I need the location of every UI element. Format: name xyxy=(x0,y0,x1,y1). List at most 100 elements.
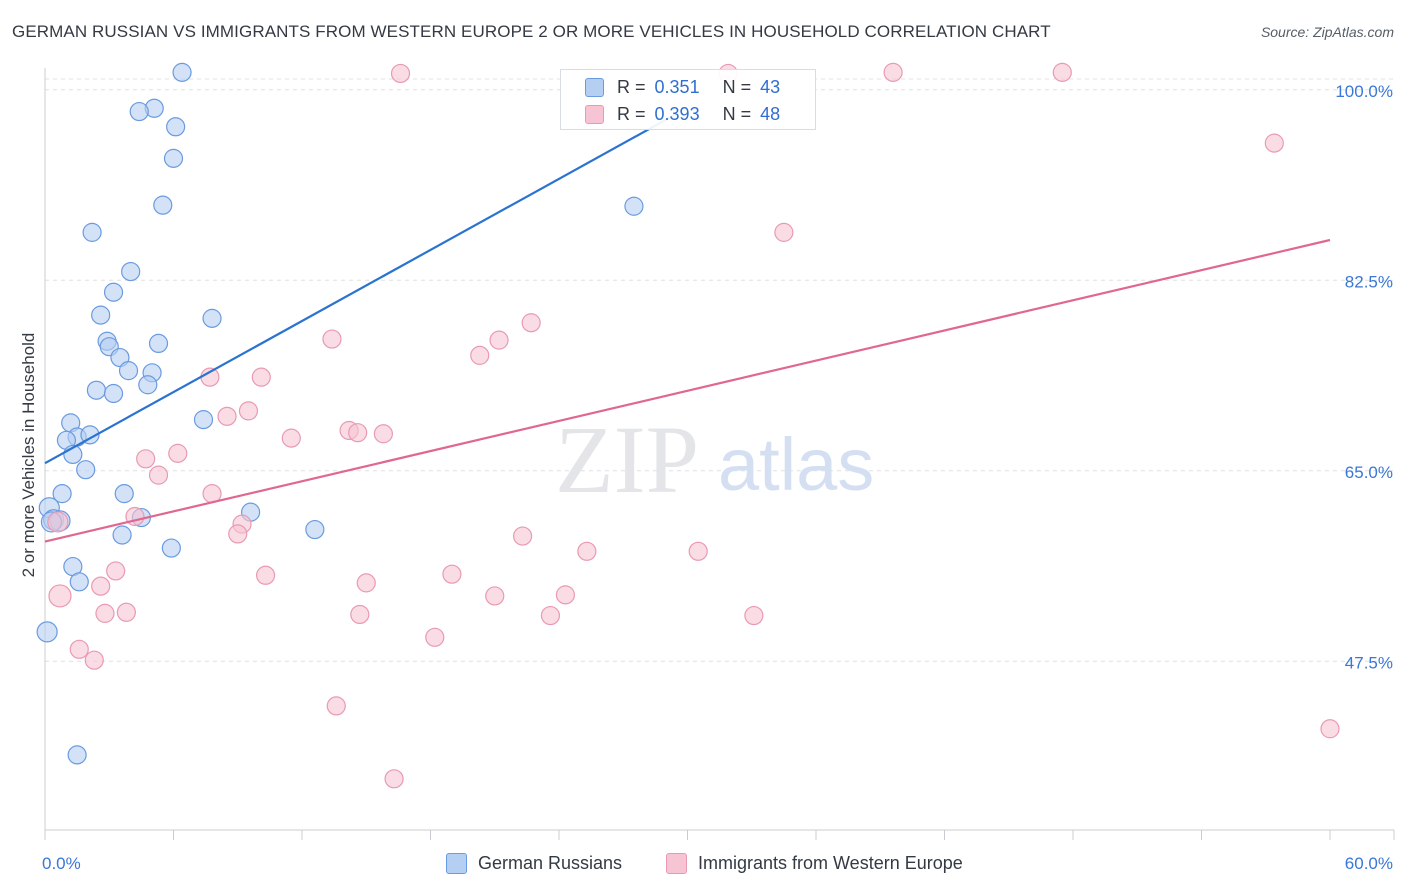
legend-r-value: 0.351 xyxy=(654,77,700,97)
legend-swatch-pink xyxy=(666,853,687,874)
data-point-german-russians xyxy=(148,333,169,354)
data-point-german-russians xyxy=(153,195,173,215)
data-point-immigrants-western-europe xyxy=(116,602,136,622)
data-point-immigrants-western-europe xyxy=(489,330,509,350)
watermark-zip: ZIP xyxy=(555,406,699,513)
data-point-immigrants-western-europe xyxy=(540,605,561,626)
data-point-immigrants-western-europe xyxy=(1264,133,1284,153)
legend-n-value: 48 xyxy=(760,104,781,124)
y-axis-label: 2 or more Vehicles in Household xyxy=(19,333,38,578)
data-point-immigrants-western-europe xyxy=(883,62,903,82)
data-point-german-russians xyxy=(86,380,107,400)
data-point-german-russians xyxy=(138,375,158,395)
x-tick-label: 0.0% xyxy=(42,854,81,873)
data-point-immigrants-western-europe xyxy=(774,222,794,242)
trend-line-immigrants-western-europe xyxy=(44,238,1331,543)
data-point-immigrants-western-europe xyxy=(425,627,445,647)
correlation-legend: R = 0.351 N = 43 R = 0.393 N = 48 xyxy=(560,69,816,130)
data-point-german-russians xyxy=(114,484,134,504)
data-point-german-russians xyxy=(624,196,644,216)
legend-swatch-pink xyxy=(585,105,604,124)
data-point-immigrants-western-europe xyxy=(95,603,115,623)
data-point-immigrants-western-europe xyxy=(348,423,368,443)
data-point-german-russians xyxy=(91,305,111,325)
x-tick-label: 60.0% xyxy=(1345,854,1393,873)
legend-n-value: 43 xyxy=(760,77,781,97)
y-tick-label: 100.0% xyxy=(1335,82,1393,101)
data-point-immigrants-western-europe xyxy=(521,313,541,333)
data-point-german-russians xyxy=(112,525,132,545)
data-point-immigrants-western-europe xyxy=(106,561,126,581)
data-point-german-russians xyxy=(36,621,58,643)
data-point-german-russians xyxy=(172,62,192,82)
data-point-german-russians xyxy=(118,361,139,381)
y-tick-label: 47.5% xyxy=(1345,653,1393,672)
data-point-immigrants-western-europe xyxy=(485,586,505,606)
legend-n-label: N = xyxy=(722,104,752,124)
data-point-immigrants-western-europe xyxy=(1052,62,1072,82)
data-point-immigrants-western-europe xyxy=(442,564,462,584)
data-point-immigrants-western-europe xyxy=(228,524,248,544)
data-point-german-russians xyxy=(166,117,186,137)
data-point-immigrants-western-europe xyxy=(555,585,576,605)
data-point-german-russians xyxy=(69,572,89,592)
chart-title: GERMAN RUSSIAN VS IMMIGRANTS FROM WESTER… xyxy=(12,22,1051,41)
data-point-immigrants-western-europe xyxy=(255,565,276,585)
data-point-german-russians xyxy=(161,538,181,558)
legend-label: Immigrants from Western Europe xyxy=(698,853,963,873)
legend-swatch-blue xyxy=(585,78,604,97)
legend-r-label: R = xyxy=(617,77,646,97)
data-point-immigrants-western-europe xyxy=(470,345,490,365)
data-point-immigrants-western-europe xyxy=(356,573,376,593)
data-point-immigrants-western-europe xyxy=(373,424,393,444)
data-point-german-russians xyxy=(82,222,102,242)
data-point-immigrants-western-europe xyxy=(1320,719,1340,739)
data-point-german-russians xyxy=(305,519,325,540)
legend-r-label: R = xyxy=(617,104,646,124)
data-point-immigrants-western-europe xyxy=(326,696,346,716)
data-point-immigrants-western-europe xyxy=(577,541,597,561)
legend-swatch-blue xyxy=(446,853,467,874)
data-point-immigrants-western-europe xyxy=(281,428,301,448)
data-point-immigrants-western-europe xyxy=(322,329,342,349)
data-point-immigrants-western-europe xyxy=(168,443,188,463)
data-point-immigrants-western-europe xyxy=(251,367,271,387)
data-point-immigrants-western-europe xyxy=(512,526,533,546)
legend-n-label: N = xyxy=(722,77,752,97)
y-tick-label: 65.0% xyxy=(1345,463,1393,482)
data-point-immigrants-western-europe xyxy=(688,541,708,561)
data-point-immigrants-western-europe xyxy=(148,465,169,485)
data-point-immigrants-western-europe xyxy=(217,406,237,426)
data-point-german-russians xyxy=(80,425,100,445)
watermark: ZIP atlas xyxy=(555,406,874,513)
series-immigrants-western-europe xyxy=(47,62,1340,789)
data-point-immigrants-western-europe xyxy=(390,63,411,84)
series-german-russians xyxy=(36,62,644,765)
data-point-german-russians xyxy=(103,282,124,302)
data-point-immigrants-western-europe xyxy=(350,604,370,625)
data-point-immigrants-western-europe xyxy=(69,639,89,659)
source-label: Source: ZipAtlas.com xyxy=(1260,24,1394,40)
legend-r-value: 0.393 xyxy=(654,104,700,124)
data-point-immigrants-western-europe xyxy=(238,401,259,421)
data-point-german-russians xyxy=(129,101,149,122)
data-point-german-russians xyxy=(67,745,87,765)
tick-labels: 100.0% 82.5% 65.0% 47.5% 0.0% 60.0% xyxy=(42,82,1393,873)
data-point-immigrants-western-europe xyxy=(744,605,764,626)
data-point-immigrants-western-europe xyxy=(47,511,69,533)
data-point-german-russians xyxy=(52,484,72,504)
data-point-german-russians xyxy=(121,261,141,282)
data-point-german-russians xyxy=(202,308,222,328)
trend-lines xyxy=(44,112,1331,543)
data-point-immigrants-western-europe xyxy=(384,769,404,789)
data-point-immigrants-western-europe xyxy=(84,650,104,670)
data-point-german-russians xyxy=(193,410,214,430)
data-point-german-russians xyxy=(163,148,184,168)
y-tick-label: 82.5% xyxy=(1345,272,1393,291)
data-point-german-russians xyxy=(103,383,124,404)
data-point-immigrants-western-europe xyxy=(48,584,72,608)
data-point-immigrants-western-europe xyxy=(91,576,111,596)
trend-line-german-russians xyxy=(44,112,678,465)
data-point-german-russians xyxy=(76,460,96,480)
